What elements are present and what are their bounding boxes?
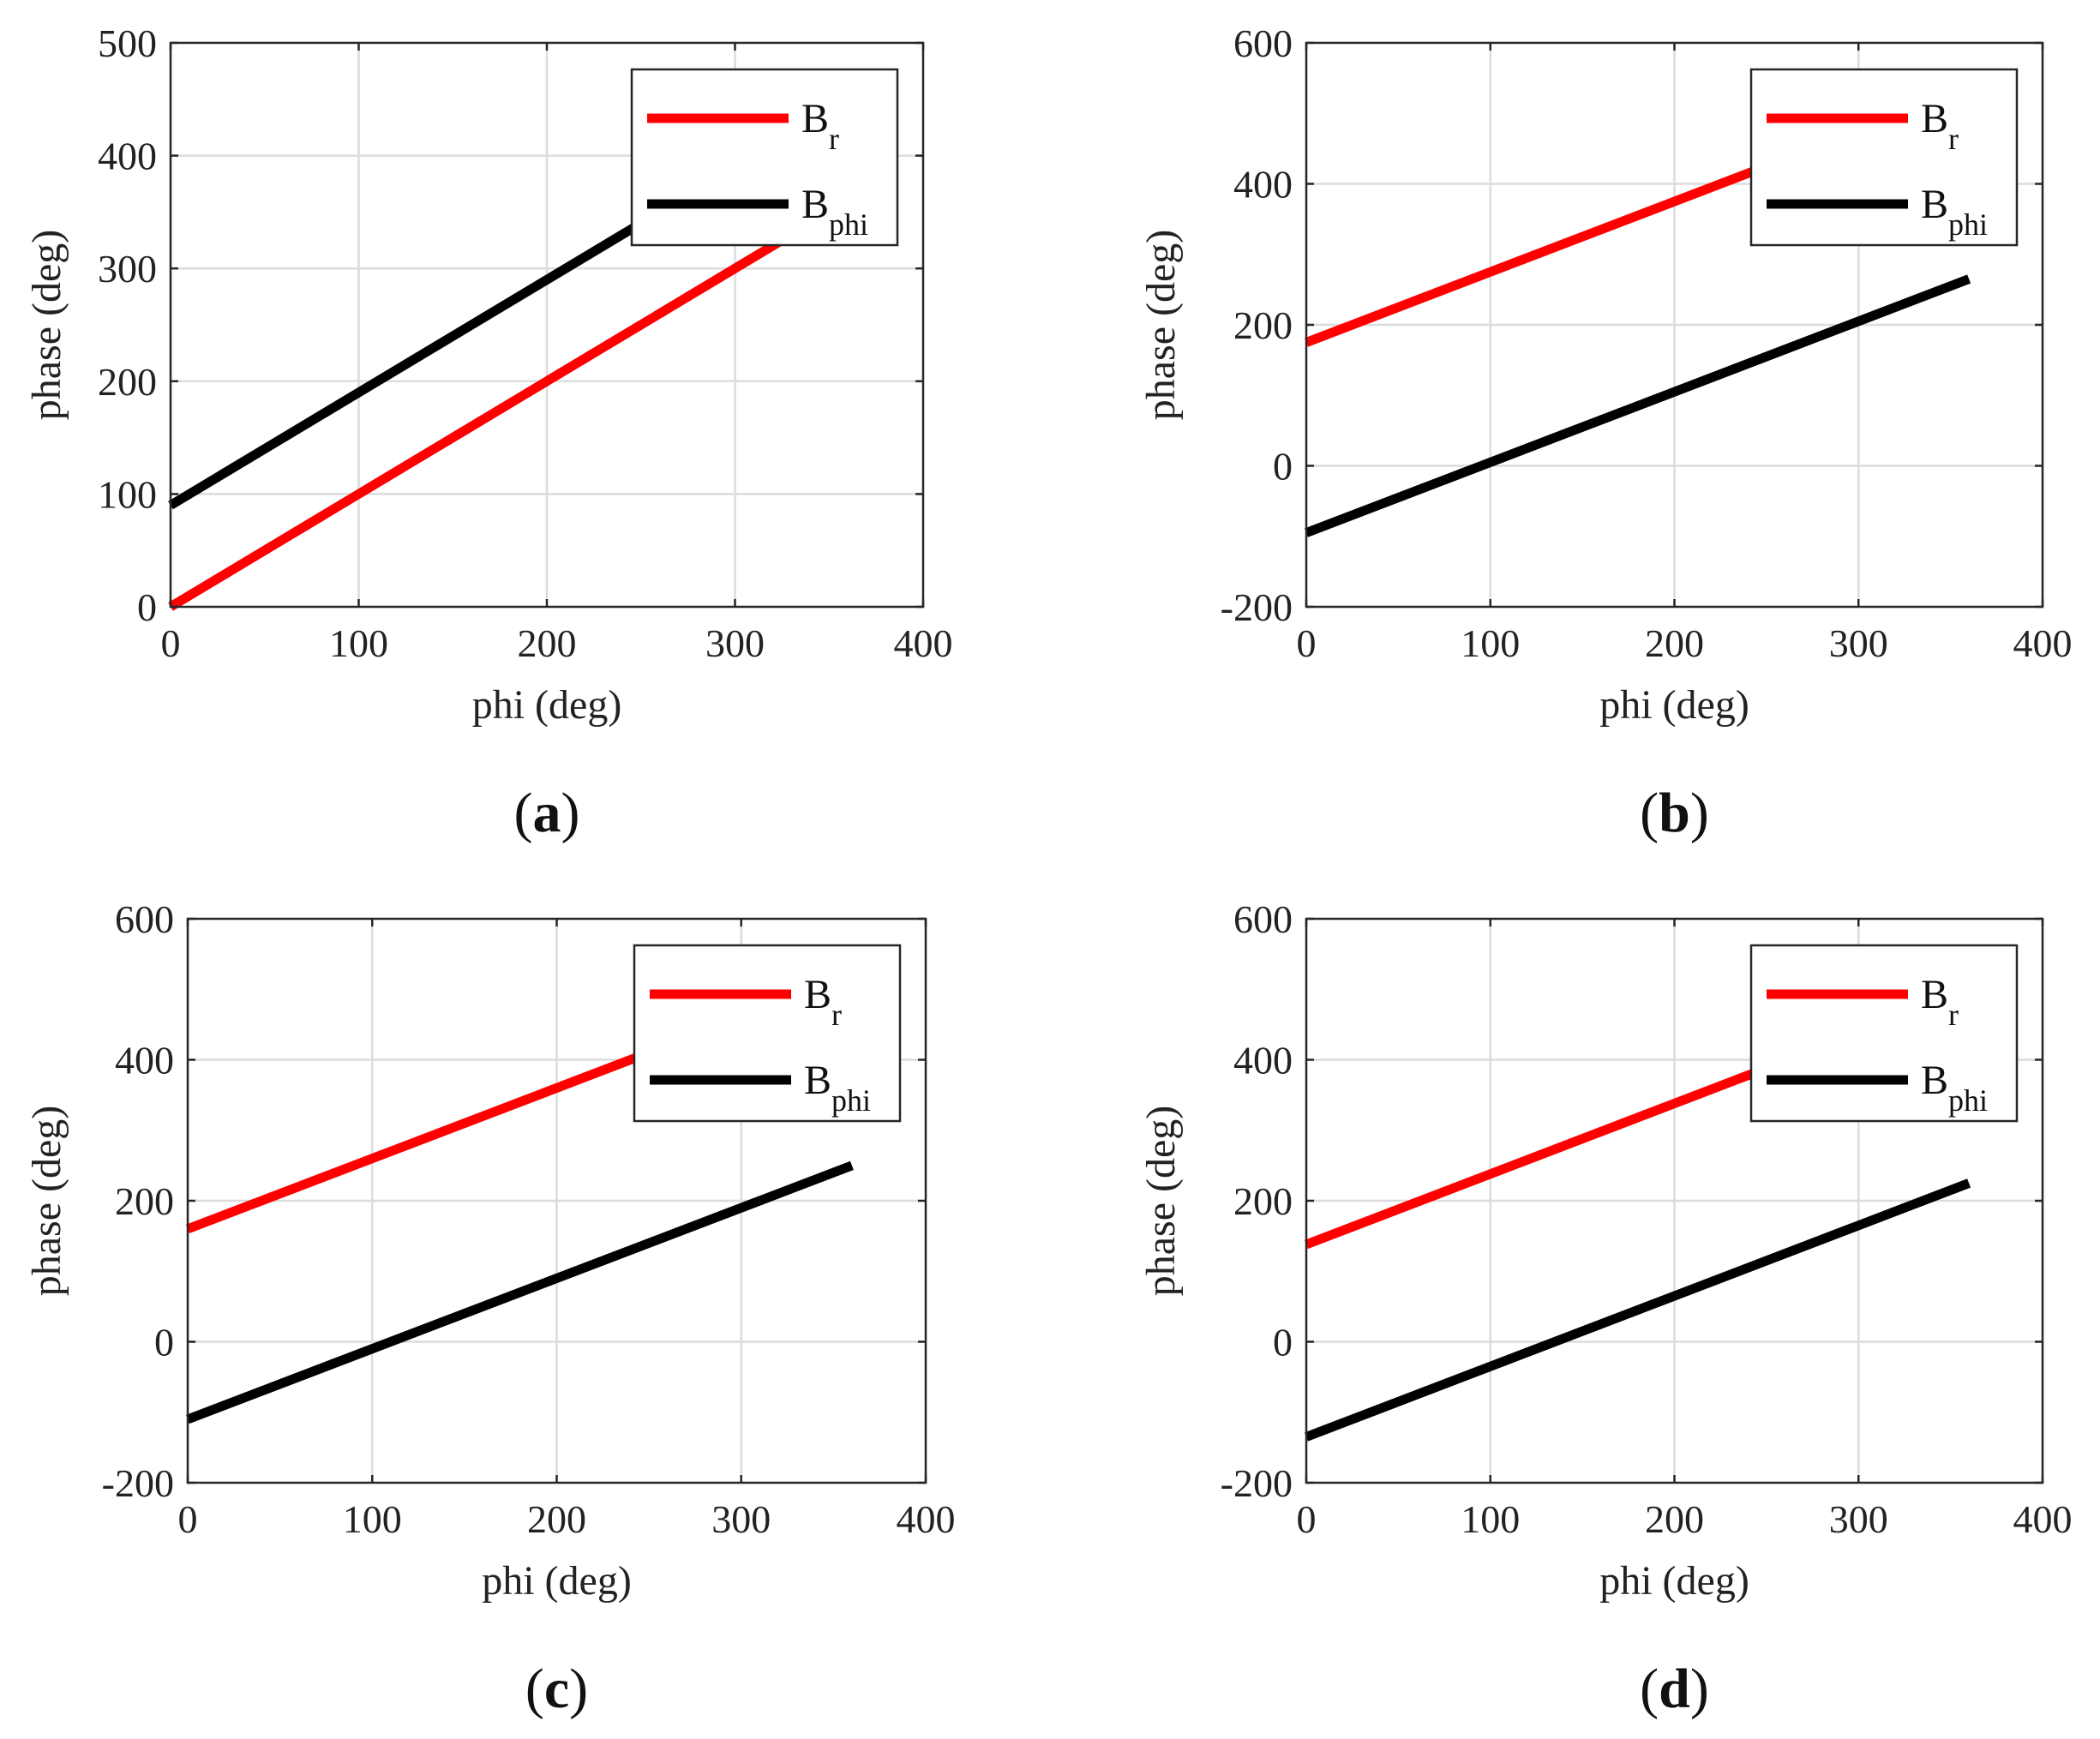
- series-line-b-r: [168, 196, 851, 611]
- legend-label-subscript: phi: [829, 207, 868, 242]
- y-tick-label: 0: [1273, 1321, 1293, 1364]
- y-tick-label: 0: [137, 585, 157, 629]
- legend-label-main: B: [804, 972, 831, 1017]
- series-line-b-phi: [186, 1160, 854, 1424]
- x-tick-label: 400: [2013, 621, 2073, 665]
- y-tick-label: 0: [154, 1321, 174, 1364]
- y-tick-label: 200: [98, 360, 157, 404]
- x-tick-label: 200: [1645, 1497, 1704, 1541]
- legend-label: Br: [1921, 972, 1959, 1032]
- legend-label: Bphi: [1921, 182, 1988, 242]
- y-axis-label: phase (deg): [1138, 230, 1184, 421]
- x-tick-label: 100: [329, 621, 388, 665]
- legend-label: Bphi: [801, 182, 868, 242]
- chart-panel-a: 0 100 200 300 400 0 100 200 300 400 500 phi (deg) ph…: [24, 21, 953, 844]
- legend-label-main: B: [1921, 96, 1948, 141]
- series-line-b-phi: [1305, 274, 1971, 537]
- legend-label-main: B: [1921, 1058, 1948, 1103]
- x-tick-label: 100: [343, 1497, 402, 1541]
- y-axis-label: phase (deg): [24, 1106, 69, 1297]
- x-tick-label: 300: [711, 1497, 771, 1541]
- legend-label-main: B: [801, 96, 829, 141]
- y-tick-label: 500: [98, 21, 157, 65]
- x-tick-label: 0: [178, 1497, 198, 1541]
- y-tick-label: -200: [1221, 585, 1293, 629]
- y-axis-label: phase (deg): [24, 230, 69, 421]
- panel-label: (c): [525, 1658, 588, 1720]
- y-tick-label: 600: [1233, 21, 1293, 65]
- x-tick-label: 200: [518, 621, 577, 665]
- x-axis-label: phi (deg): [482, 1558, 632, 1604]
- x-tick-label: 400: [897, 1497, 956, 1541]
- x-tick-label: 300: [705, 621, 765, 665]
- x-tick-label: 300: [1829, 621, 1888, 665]
- x-tick-label: 100: [1461, 1497, 1520, 1541]
- legend-box: [633, 944, 902, 1123]
- x-axis-label: phi (deg): [1599, 1558, 1749, 1604]
- y-tick-label: 0: [1273, 445, 1293, 489]
- y-tick-label: 100: [98, 472, 157, 516]
- x-axis-label: phi (deg): [1599, 682, 1749, 728]
- y-tick-label: 400: [1233, 1039, 1293, 1082]
- legend-label: Br: [804, 972, 842, 1032]
- legend-label-main: B: [1921, 182, 1948, 227]
- y-tick-label: 300: [98, 247, 157, 291]
- legend-label-subscript: r: [1948, 122, 1959, 156]
- x-tick-label: 200: [527, 1497, 586, 1541]
- y-tick-label: -200: [102, 1461, 174, 1505]
- legend-label-subscript: r: [831, 998, 842, 1032]
- x-tick-label: 0: [1297, 1497, 1317, 1541]
- y-tick-label: 400: [1233, 163, 1293, 207]
- legend-box: [1749, 68, 2019, 247]
- panel-label: (b): [1640, 782, 1709, 844]
- y-tick-label: 200: [115, 1179, 174, 1223]
- legend-label: Bphi: [1921, 1058, 1988, 1118]
- legend-label-main: B: [1921, 972, 1948, 1017]
- x-axis-label: phi (deg): [472, 682, 622, 728]
- y-tick-label: 200: [1233, 1179, 1293, 1223]
- legend-box: [630, 68, 899, 247]
- y-tick-label: 400: [115, 1039, 174, 1082]
- legend-label-subscript: phi: [831, 1083, 871, 1118]
- series-line-b-phi: [1305, 1178, 1971, 1442]
- legend-label: Br: [1921, 96, 1959, 156]
- x-tick-label: 200: [1645, 621, 1704, 665]
- x-tick-label: 100: [1461, 621, 1520, 665]
- legend-label: Bphi: [804, 1058, 871, 1118]
- legend-label-main: B: [804, 1058, 831, 1103]
- y-axis-label: phase (deg): [1138, 1106, 1184, 1297]
- legend-label-subscript: phi: [1948, 207, 1988, 242]
- panel-label: (d): [1640, 1658, 1709, 1720]
- x-tick-label: 400: [2013, 1497, 2073, 1541]
- x-tick-label: 0: [1297, 621, 1317, 665]
- y-tick-label: 400: [98, 135, 157, 178]
- x-tick-label: 300: [1829, 1497, 1888, 1541]
- legend-label-subscript: r: [829, 122, 839, 156]
- legend-label-subscript: phi: [1948, 1083, 1988, 1118]
- x-tick-label: 0: [161, 621, 181, 665]
- legend-label: Br: [801, 96, 839, 156]
- legend-label-subscript: r: [1948, 998, 1959, 1032]
- y-tick-label: 600: [115, 897, 174, 941]
- y-tick-label: -200: [1221, 1461, 1293, 1505]
- legend-label-main: B: [801, 182, 829, 227]
- x-tick-label: 400: [894, 621, 953, 665]
- y-tick-label: 200: [1233, 303, 1293, 347]
- legend-box: [1749, 944, 2019, 1123]
- y-tick-label: 600: [1233, 897, 1293, 941]
- panel-label: (a): [514, 782, 580, 844]
